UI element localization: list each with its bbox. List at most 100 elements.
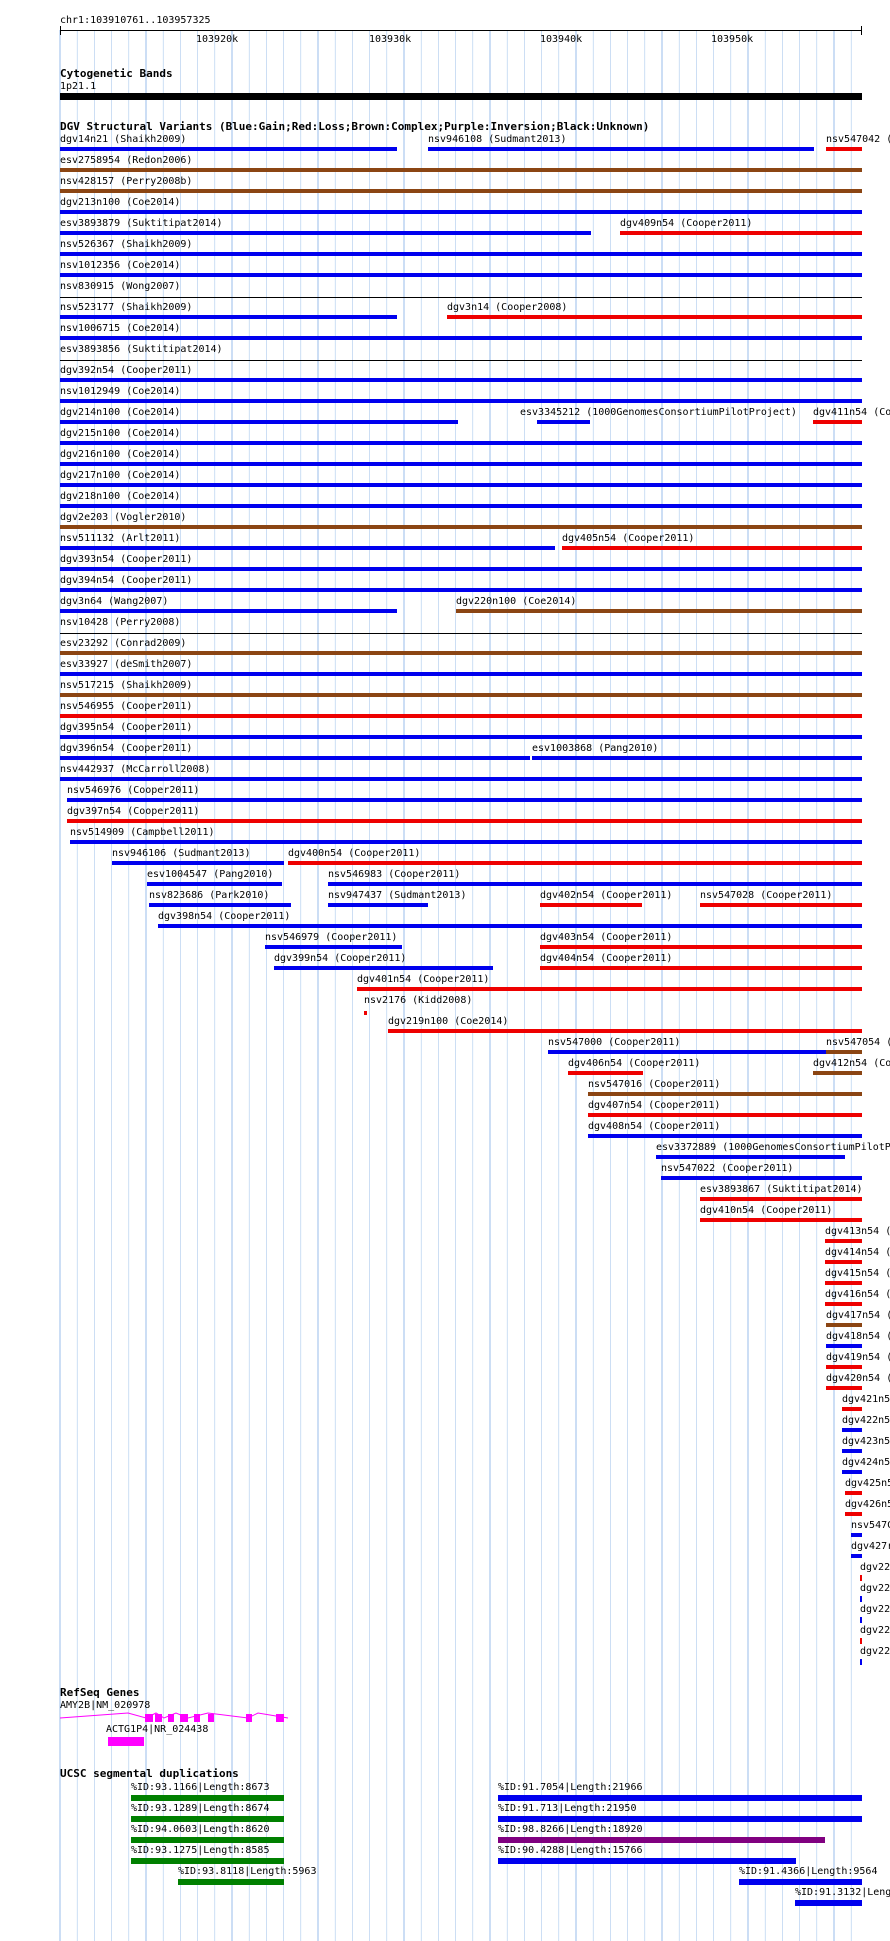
dgv-feature-bar[interactable] xyxy=(60,231,591,235)
dgv-feature-bar[interactable] xyxy=(851,1533,862,1537)
dgv-feature-bar[interactable] xyxy=(60,315,397,319)
dgv-feature-bar[interactable] xyxy=(328,882,862,886)
dgv-feature-bar[interactable] xyxy=(60,633,862,634)
dgv-feature-bar[interactable] xyxy=(826,1323,862,1327)
dgv-feature-bar[interactable] xyxy=(147,882,282,886)
segdup-feature-bar[interactable] xyxy=(131,1816,284,1822)
dgv-feature-bar[interactable] xyxy=(845,1491,862,1495)
dgv-feature-bar[interactable] xyxy=(388,1029,862,1033)
dgv-feature-bar[interactable] xyxy=(60,462,862,466)
cytoband-bar[interactable] xyxy=(60,93,862,100)
dgv-feature-bar[interactable] xyxy=(70,840,862,844)
refseq-gene-amy2b[interactable] xyxy=(58,1710,298,1726)
dgv-feature-bar[interactable] xyxy=(456,609,862,613)
dgv-feature-bar[interactable] xyxy=(700,903,862,907)
dgv-feature-bar[interactable] xyxy=(620,231,862,235)
dgv-feature-bar[interactable] xyxy=(826,1386,862,1390)
dgv-feature-bar[interactable] xyxy=(842,1470,862,1474)
dgv-feature-bar[interactable] xyxy=(540,966,862,970)
segdup-feature-bar[interactable] xyxy=(739,1879,862,1885)
dgv-feature-bar[interactable] xyxy=(60,735,862,739)
dgv-feature-bar[interactable] xyxy=(540,945,862,949)
dgv-feature-bar[interactable] xyxy=(60,360,862,361)
dgv-feature-bar[interactable] xyxy=(60,420,458,424)
dgv-feature-bar[interactable] xyxy=(60,168,862,172)
dgv-feature-bar[interactable] xyxy=(60,210,862,214)
dgv-feature-bar[interactable] xyxy=(825,1281,862,1285)
dgv-feature-bar[interactable] xyxy=(288,861,862,865)
dgv-feature-bar[interactable] xyxy=(860,1596,862,1602)
dgv-feature-bar[interactable] xyxy=(813,420,862,424)
segdup-feature-bar[interactable] xyxy=(178,1879,284,1885)
segdup-feature-bar[interactable] xyxy=(498,1795,862,1801)
dgv-feature-bar[interactable] xyxy=(860,1659,862,1665)
dgv-feature-bar[interactable] xyxy=(60,399,862,403)
dgv-feature-bar[interactable] xyxy=(60,273,862,277)
dgv-feature-bar[interactable] xyxy=(60,672,862,676)
segdup-feature-bar[interactable] xyxy=(795,1900,862,1906)
segdup-feature-bar[interactable] xyxy=(131,1858,284,1864)
dgv-feature-bar[interactable] xyxy=(661,1176,862,1180)
dgv-feature-bar[interactable] xyxy=(825,1239,862,1243)
dgv-feature-bar[interactable] xyxy=(842,1449,862,1453)
dgv-feature-bar[interactable] xyxy=(851,1554,862,1558)
dgv-feature-bar[interactable] xyxy=(328,903,428,907)
dgv-feature-bar[interactable] xyxy=(67,819,862,823)
dgv-feature-bar[interactable] xyxy=(568,1071,643,1075)
dgv-feature-bar[interactable] xyxy=(826,1050,862,1054)
segdup-feature-bar[interactable] xyxy=(131,1837,284,1843)
dgv-feature-bar[interactable] xyxy=(60,609,397,613)
dgv-feature-bar[interactable] xyxy=(588,1092,862,1096)
dgv-feature-bar[interactable] xyxy=(60,651,862,655)
dgv-feature-bar[interactable] xyxy=(60,714,862,718)
dgv-feature-bar[interactable] xyxy=(537,420,590,424)
dgv-feature-bar[interactable] xyxy=(588,1134,862,1138)
dgv-feature-bar[interactable] xyxy=(60,567,862,571)
dgv-feature-bar[interactable] xyxy=(60,297,862,298)
dgv-feature-bar[interactable] xyxy=(158,924,862,928)
segdup-feature-bar[interactable] xyxy=(131,1795,284,1801)
dgv-feature-bar[interactable] xyxy=(842,1407,862,1411)
dgv-feature-bar[interactable] xyxy=(60,483,862,487)
ruler[interactable]: 103920k 103930k 103940k 103950k xyxy=(0,24,890,52)
dgv-feature-bar[interactable] xyxy=(60,504,862,508)
dgv-feature-bar[interactable] xyxy=(60,546,555,550)
dgv-feature-bar[interactable] xyxy=(60,336,862,340)
dgv-feature-bar[interactable] xyxy=(60,525,862,529)
dgv-feature-bar[interactable] xyxy=(860,1575,862,1581)
dgv-feature-bar[interactable] xyxy=(149,903,291,907)
segdup-feature-bar[interactable] xyxy=(498,1837,825,1843)
dgv-feature-bar[interactable] xyxy=(60,756,530,760)
dgv-feature-bar[interactable] xyxy=(274,966,493,970)
dgv-feature-bar[interactable] xyxy=(67,798,862,802)
dgv-feature-bar[interactable] xyxy=(842,1428,862,1432)
dgv-feature-bar[interactable] xyxy=(540,903,642,907)
dgv-feature-bar[interactable] xyxy=(357,987,862,991)
dgv-feature-bar[interactable] xyxy=(428,147,814,151)
dgv-feature-bar[interactable] xyxy=(548,1050,826,1054)
dgv-feature-bar[interactable] xyxy=(700,1197,862,1201)
dgv-feature-bar[interactable] xyxy=(826,1344,862,1348)
dgv-feature-bar[interactable] xyxy=(826,147,862,151)
dgv-feature-bar[interactable] xyxy=(364,1011,367,1015)
dgv-feature-bar[interactable] xyxy=(813,1071,862,1075)
dgv-feature-bar[interactable] xyxy=(845,1512,862,1516)
dgv-feature-bar[interactable] xyxy=(860,1638,862,1644)
dgv-feature-bar[interactable] xyxy=(825,1302,862,1306)
dgv-feature-bar[interactable] xyxy=(860,1617,862,1623)
dgv-feature-bar[interactable] xyxy=(700,1218,862,1222)
dgv-feature-bar[interactable] xyxy=(60,693,862,697)
dgv-feature-bar[interactable] xyxy=(656,1155,845,1159)
dgv-feature-bar[interactable] xyxy=(825,1260,862,1264)
dgv-feature-bar[interactable] xyxy=(60,777,862,781)
segdup-feature-bar[interactable] xyxy=(498,1816,862,1822)
dgv-feature-bar[interactable] xyxy=(826,1365,862,1369)
dgv-feature-bar[interactable] xyxy=(447,315,862,319)
dgv-feature-bar[interactable] xyxy=(60,441,862,445)
dgv-feature-bar[interactable] xyxy=(60,378,862,382)
dgv-feature-bar[interactable] xyxy=(112,861,284,865)
dgv-feature-bar[interactable] xyxy=(588,1113,862,1117)
dgv-feature-bar[interactable] xyxy=(532,756,862,760)
dgv-feature-bar[interactable] xyxy=(60,588,862,592)
dgv-feature-bar[interactable] xyxy=(562,546,862,550)
